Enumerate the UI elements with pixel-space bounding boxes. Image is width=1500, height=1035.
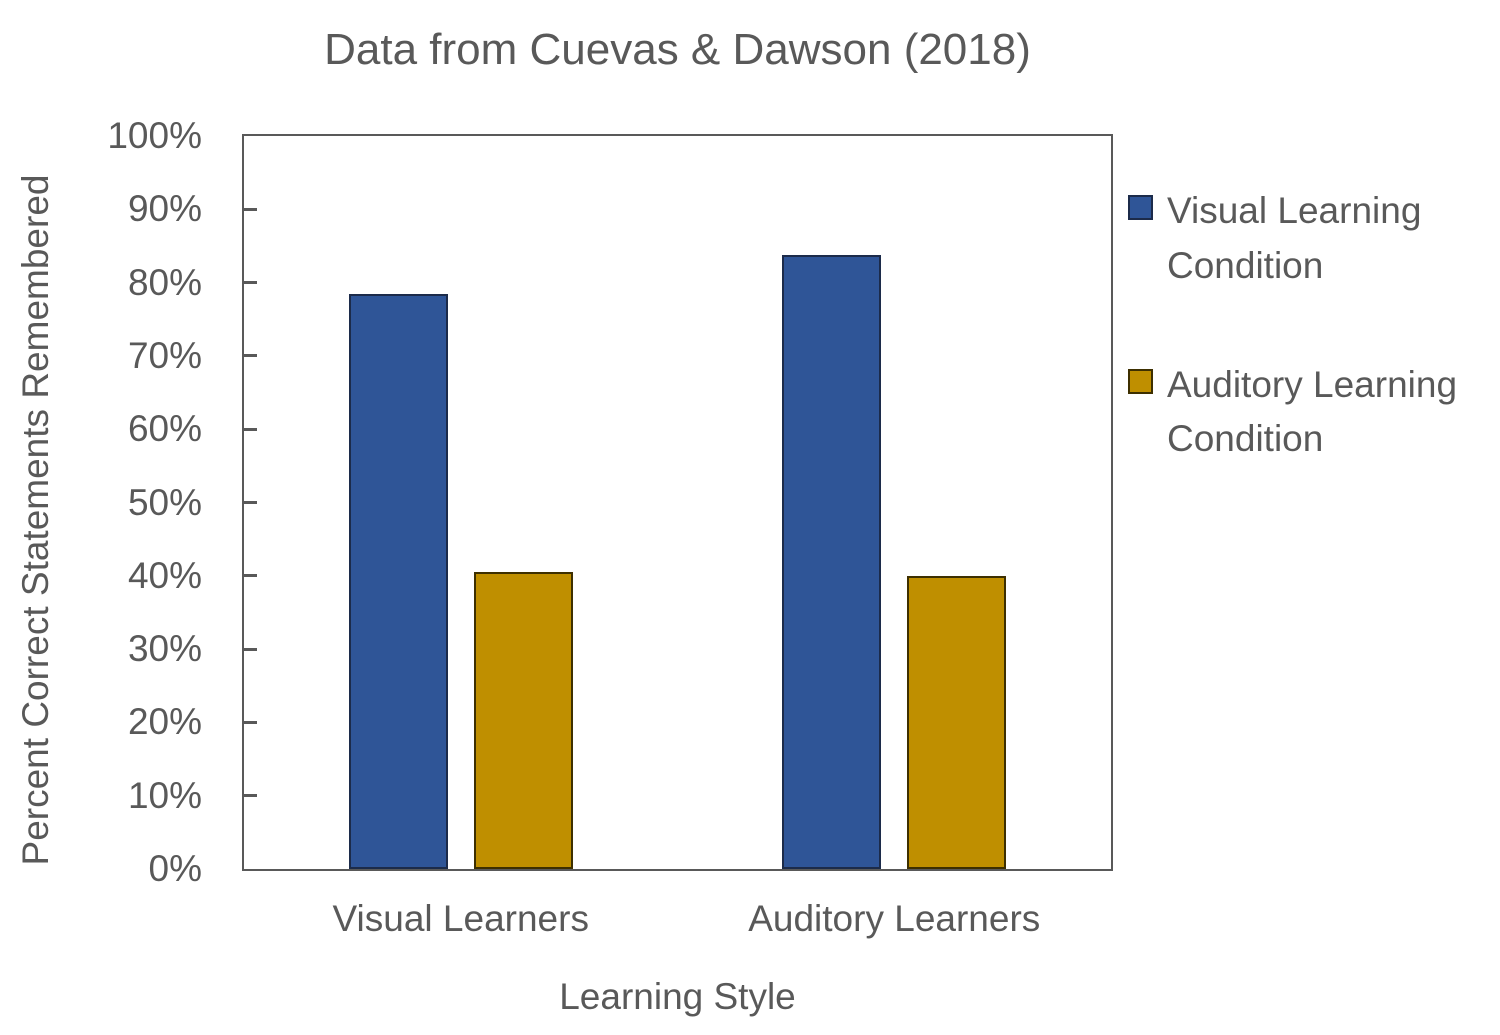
x-axis-title: Learning Style <box>559 976 796 1017</box>
legend-swatch-visual-learning-condition <box>1128 195 1153 220</box>
y-axis-tick-label: 60% <box>127 408 202 450</box>
y-axis-tick <box>244 794 257 798</box>
bar-visual-learners-visual-learning-condition <box>348 293 448 869</box>
y-axis-tick-label: 70% <box>127 334 202 376</box>
chart-title: Data from Cuevas & Dawson (2018) <box>324 25 1031 74</box>
y-axis-tick-label: 0% <box>148 848 202 889</box>
y-axis-tick <box>244 281 257 285</box>
y-axis-tick <box>244 647 257 651</box>
plot-area <box>242 134 1113 871</box>
legend-label-visual-learning-condition: Visual Learning Condition <box>1167 190 1422 286</box>
y-axis-title: Percent Correct Statements Remembered <box>15 174 56 866</box>
bar-auditory-learners-visual-learning-condition <box>782 255 882 869</box>
bar-visual-learners-auditory-learning-condition <box>473 572 573 869</box>
y-axis-tick-label: 80% <box>127 261 202 303</box>
bar-auditory-learners-auditory-learning-condition <box>907 575 1007 869</box>
y-axis-tick <box>244 427 257 431</box>
y-axis-tick <box>244 207 257 211</box>
legend-entry-visual-learning-condition: Visual Learning Condition <box>1128 184 1500 294</box>
y-axis-tick <box>244 720 257 724</box>
y-axis-tick-label: 30% <box>127 628 202 670</box>
legend-entry-auditory-learning-condition: Auditory Learning Condition <box>1128 358 1500 468</box>
y-axis-tick-label: 90% <box>127 188 202 230</box>
y-axis-tick-label: 50% <box>127 481 202 523</box>
legend: Visual Learning Condition Auditory Learn… <box>1128 184 1500 467</box>
y-axis-tick-label: 10% <box>127 774 202 816</box>
legend-swatch-auditory-learning-condition <box>1128 368 1153 394</box>
y-axis-tick <box>244 354 257 358</box>
y-axis-tick-label: 20% <box>127 701 202 743</box>
x-axis-category-label-auditory-learners: Auditory Learners <box>748 898 1041 939</box>
legend-label-auditory-learning-condition: Auditory Learning Condition <box>1167 363 1458 460</box>
y-axis-tick-label: 40% <box>127 554 202 596</box>
y-axis-tick-label: 100% <box>107 115 202 156</box>
x-axis-category-label-visual-learners: Visual Learners <box>332 898 589 939</box>
y-axis-tick <box>244 501 257 504</box>
y-axis-tick <box>244 574 257 578</box>
